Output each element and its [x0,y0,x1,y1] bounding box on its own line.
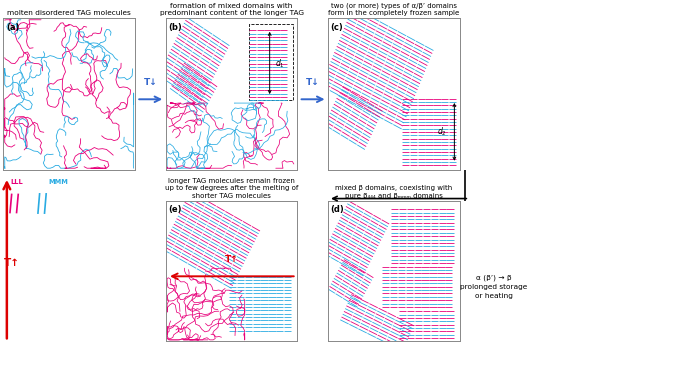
Title: molten disordered TAG molecules: molten disordered TAG molecules [8,11,131,16]
Text: (a): (a) [6,23,19,32]
Text: T↑: T↑ [225,255,238,264]
Text: T↑: T↑ [3,258,20,268]
Text: MMM: MMM [48,179,68,185]
Text: (c): (c) [331,23,343,32]
Title: mixed β domains, coexisting with
pure β₄₄₄ and βₘₘₘ domains: mixed β domains, coexisting with pure β₄… [335,185,453,199]
Text: T↓: T↓ [306,78,320,87]
Text: α (β’) → β
prolonged storage
or heating: α (β’) → β prolonged storage or heating [460,274,527,299]
Text: (d): (d) [331,205,345,214]
Text: T↓: T↓ [143,78,158,87]
Text: $d_2$: $d_2$ [437,126,447,138]
Title: longer TAG molecules remain frozen
up to few degrees after the melting of
shorte: longer TAG molecules remain frozen up to… [165,178,298,199]
Text: (b): (b) [169,23,182,32]
Title: formation of mixed domains with
predominant content of the longer TAG: formation of mixed domains with predomin… [160,3,303,16]
Text: LLL: LLL [10,179,23,185]
Bar [249,24,293,100]
Title: two (or more) types of α/β’ domains
form in the completely frozen sample: two (or more) types of α/β’ domains form… [328,3,460,16]
Text: (e): (e) [169,205,182,214]
Text: $d_1$: $d_1$ [275,57,285,70]
